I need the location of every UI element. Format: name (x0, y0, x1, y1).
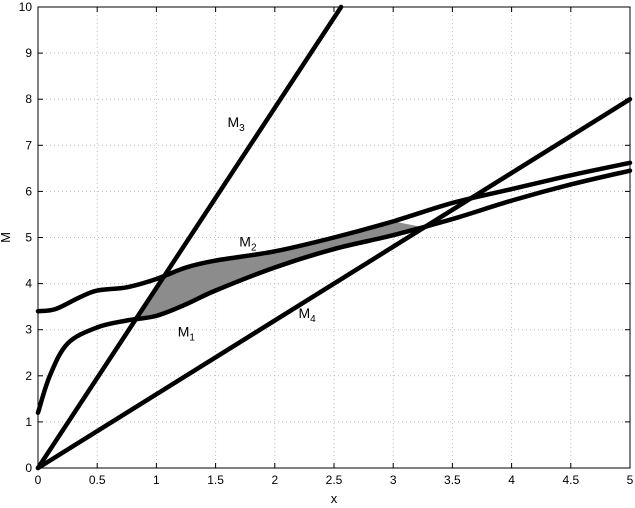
x-tick-label: 4 (508, 473, 515, 487)
y-tick-label: 3 (25, 323, 32, 337)
x-tick-label: 0.5 (89, 473, 106, 487)
shaded-region (135, 221, 429, 321)
x-tick-label: 2 (271, 473, 278, 487)
x-tick-label: 3 (390, 473, 397, 487)
series-line-m2 (35, 160, 633, 314)
y-tick-label: 2 (25, 369, 32, 383)
curve-label-m2: M2 (239, 234, 257, 254)
x-tick-label: 0 (35, 473, 42, 487)
curve-label-m1: M1 (178, 324, 196, 344)
y-tick-label: 6 (25, 184, 32, 198)
curve-annotations: M3 M2 M1 M4 (178, 114, 316, 344)
x-tick-label: 1 (153, 473, 160, 487)
x-axis-label: x (331, 491, 338, 506)
x-tick-label: 2.5 (326, 473, 343, 487)
y-tick-label: 5 (25, 231, 32, 245)
y-axis-label: M (0, 232, 13, 243)
tick-labels: 0 0.5 1 1.5 2 2.5 3 3.5 4 4.5 5 0 1 2 3 4 5 6 7 8 9 10 (19, 0, 634, 487)
x-tick-label: 1.5 (207, 473, 224, 487)
y-tick-label: 4 (25, 277, 32, 291)
x-tick-label: 5 (627, 473, 634, 487)
y-tick-label: 7 (25, 138, 32, 152)
grid (38, 7, 630, 468)
series-line-m4 (35, 96, 633, 471)
y-tick-label: 9 (25, 46, 32, 60)
series-line-m3 (35, 4, 344, 471)
series-line-m1 (35, 168, 633, 415)
series-layer (35, 4, 633, 471)
x-tick-label: 3.5 (444, 473, 461, 487)
shaded-region-layer (135, 221, 429, 321)
y-tick-label: 1 (25, 415, 32, 429)
y-tick-label: 10 (19, 0, 33, 14)
y-tick-label: 8 (25, 92, 32, 106)
y-tick-label: 0 (25, 461, 32, 475)
curve-label-m4: M4 (298, 305, 316, 325)
x-tick-label: 4.5 (562, 473, 579, 487)
curve-label-m3: M3 (227, 114, 245, 134)
